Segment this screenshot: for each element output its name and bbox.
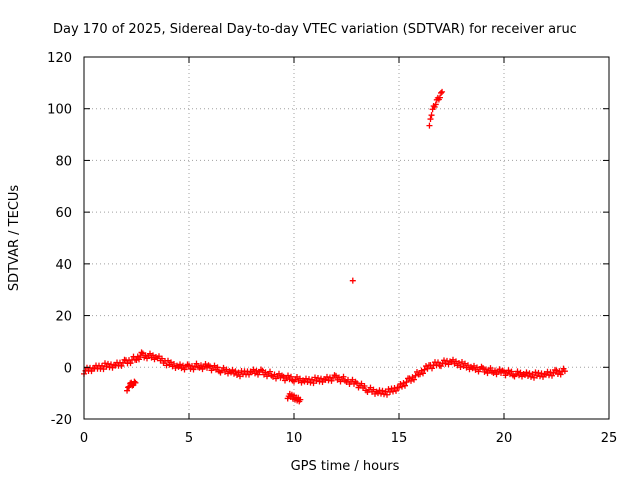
y-tick-label: 120 bbox=[47, 51, 72, 66]
x-tick-label: 5 bbox=[185, 431, 193, 446]
data-point bbox=[399, 383, 405, 390]
data-point bbox=[267, 368, 273, 375]
data-point bbox=[232, 368, 239, 375]
data-point bbox=[118, 362, 125, 369]
data-point bbox=[384, 391, 390, 398]
data-point bbox=[131, 378, 138, 385]
data-point bbox=[138, 349, 145, 356]
data-point bbox=[411, 376, 417, 383]
data-point bbox=[480, 365, 486, 372]
data-point bbox=[505, 367, 512, 374]
data-point bbox=[214, 364, 221, 371]
y-tick-label: 20 bbox=[55, 310, 72, 325]
y-tick-label: 100 bbox=[47, 103, 72, 118]
x-axis-label: GPS time / hours bbox=[291, 459, 400, 474]
data-point bbox=[420, 370, 426, 377]
data-point bbox=[132, 379, 139, 386]
series bbox=[284, 390, 304, 405]
series bbox=[349, 277, 356, 284]
data-points bbox=[81, 88, 568, 405]
x-tick-label: 15 bbox=[391, 431, 408, 446]
data-point bbox=[429, 365, 435, 372]
data-point bbox=[557, 371, 564, 378]
y-tick-label: 60 bbox=[55, 206, 72, 221]
y-tick-labels: -20 0 20 40 60 80 100 120 bbox=[47, 51, 72, 428]
data-point bbox=[285, 372, 291, 379]
data-point bbox=[193, 360, 200, 367]
data-point bbox=[417, 371, 423, 378]
data-point bbox=[297, 396, 304, 403]
y-tick-label: 0 bbox=[64, 361, 72, 376]
data-point bbox=[435, 359, 441, 366]
y-tick-label: 80 bbox=[55, 154, 72, 169]
data-point bbox=[561, 368, 568, 375]
data-point bbox=[436, 94, 443, 101]
data-point bbox=[438, 89, 444, 96]
data-point bbox=[124, 387, 131, 394]
data-point bbox=[514, 368, 521, 375]
series bbox=[81, 349, 568, 398]
data-point bbox=[487, 365, 494, 372]
data-point bbox=[526, 370, 533, 377]
data-point bbox=[136, 356, 143, 363]
data-point bbox=[492, 367, 498, 374]
y-tick-label: -20 bbox=[51, 413, 72, 428]
data-point bbox=[403, 379, 410, 386]
data-point bbox=[361, 382, 368, 389]
data-point bbox=[412, 372, 419, 379]
x-tick-label: 20 bbox=[496, 431, 513, 446]
data-point bbox=[439, 88, 446, 95]
data-point bbox=[280, 373, 287, 380]
data-point bbox=[483, 366, 489, 373]
data-point bbox=[426, 122, 433, 129]
data-point bbox=[163, 362, 170, 369]
data-point bbox=[427, 116, 434, 123]
data-point bbox=[198, 362, 204, 369]
data-point bbox=[126, 383, 133, 390]
y-tick-label: 40 bbox=[55, 258, 72, 273]
data-point bbox=[428, 112, 435, 119]
chart-title: Day 170 of 2025, Sidereal Day-to-day VTE… bbox=[53, 22, 577, 37]
data-point bbox=[177, 361, 183, 368]
x-tick-label: 10 bbox=[286, 431, 303, 446]
data-point bbox=[456, 360, 462, 367]
data-point bbox=[508, 368, 515, 375]
data-point bbox=[501, 368, 507, 375]
series bbox=[426, 88, 446, 129]
data-point bbox=[202, 361, 209, 368]
x-tick-labels: 0 5 10 15 20 25 bbox=[80, 431, 617, 446]
series bbox=[124, 378, 139, 394]
y-axis-label: SDTVAR / TECUs bbox=[7, 185, 22, 292]
data-point bbox=[523, 369, 530, 376]
data-point bbox=[142, 352, 149, 359]
data-point bbox=[349, 277, 356, 284]
plot-frame bbox=[83, 56, 610, 420]
data-point bbox=[517, 369, 524, 376]
data-point bbox=[229, 366, 236, 373]
data-point bbox=[396, 384, 402, 391]
axis-ticks bbox=[83, 56, 610, 420]
data-point bbox=[496, 366, 503, 373]
data-point bbox=[253, 367, 260, 374]
data-point bbox=[340, 373, 347, 380]
data-point bbox=[393, 387, 399, 394]
data-point bbox=[180, 362, 186, 369]
data-point bbox=[250, 366, 257, 373]
data-point bbox=[457, 364, 464, 371]
x-tick-label: 25 bbox=[601, 431, 618, 446]
data-point bbox=[408, 377, 414, 384]
data-point bbox=[288, 373, 294, 380]
x-tick-label: 0 bbox=[80, 431, 88, 446]
data-point bbox=[421, 366, 428, 373]
data-point bbox=[432, 101, 439, 108]
data-point bbox=[402, 382, 408, 389]
data-point bbox=[127, 360, 134, 367]
grid bbox=[84, 57, 609, 419]
